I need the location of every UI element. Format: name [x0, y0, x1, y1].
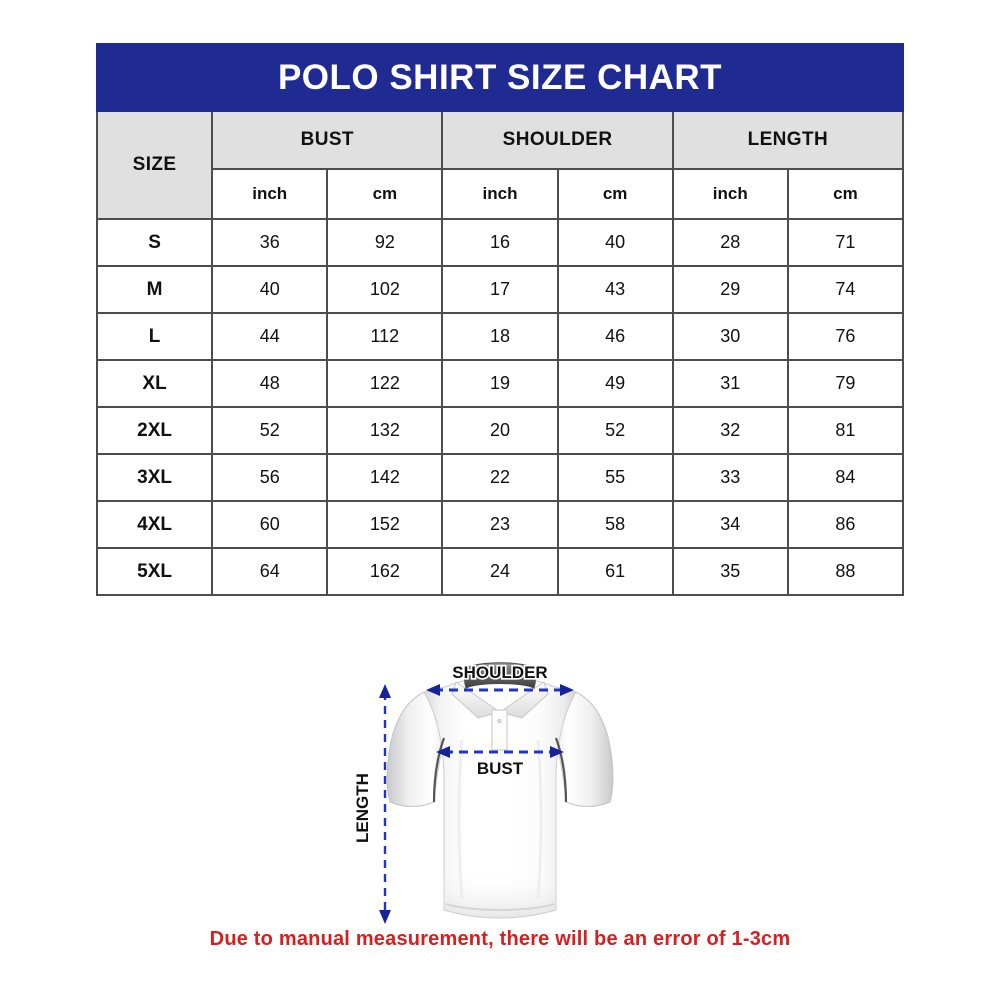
- cell-shoulder-inch: 17: [441, 265, 559, 314]
- row-size-label: L: [95, 312, 214, 361]
- table-row: XL 48 122 19 49 31 79: [95, 359, 905, 408]
- measurement-diagram: SHOULDER BUST LENGTH: [0, 620, 1000, 930]
- cell-shoulder-cm: 52: [556, 406, 674, 455]
- shirt-hem-shading: [444, 870, 556, 918]
- shirt-hem-line: [445, 903, 555, 911]
- cell-length-inch: 29: [671, 265, 789, 314]
- table-row: 4XL 60 152 23 58 34 86: [95, 500, 905, 549]
- table-row: 2XL 52 132 20 52 32 81: [95, 406, 905, 455]
- row-size-label: 3XL: [95, 453, 214, 502]
- cell-length-inch: 34: [671, 500, 789, 549]
- unit-length-inch: inch: [671, 168, 789, 220]
- table-title-row: POLO SHIRT SIZE CHART: [96, 43, 904, 112]
- cell-length-inch: 31: [671, 359, 789, 408]
- table-row: 3XL 56 142 22 55 33 84: [95, 453, 905, 502]
- cell-shoulder-cm: 55: [556, 453, 674, 502]
- cell-bust-inch: 52: [211, 406, 329, 455]
- shirt-right-armhole-seam: [554, 737, 568, 803]
- column-header-shoulder: SHOULDER: [441, 110, 674, 170]
- cell-bust-cm: 122: [326, 359, 444, 408]
- cell-length-cm: 84: [786, 453, 905, 502]
- shirt-fold-right: [536, 739, 543, 899]
- bust-label: BUST: [477, 759, 524, 778]
- length-label: LENGTH: [353, 773, 372, 843]
- table-row: L 44 112 18 46 30 76: [95, 312, 905, 361]
- cell-length-inch: 32: [671, 406, 789, 455]
- cell-shoulder-cm: 49: [556, 359, 674, 408]
- row-size-label: M: [95, 265, 214, 314]
- measurement-disclaimer: Due to manual measurement, there will be…: [209, 928, 791, 950]
- cell-bust-inch: 40: [211, 265, 329, 314]
- row-size-label: XL: [95, 359, 214, 408]
- cell-length-cm: 71: [786, 218, 905, 267]
- shirt-right-sleeve: [551, 691, 614, 807]
- row-size-label: 4XL: [95, 500, 214, 549]
- shirt-collar-band: [464, 662, 536, 689]
- cell-length-inch: 28: [671, 218, 789, 267]
- column-header-length: LENGTH: [671, 110, 905, 170]
- cell-shoulder-inch: 22: [441, 453, 559, 502]
- cell-length-cm: 88: [786, 547, 905, 596]
- cell-bust-cm: 142: [326, 453, 444, 502]
- cell-shoulder-cm: 43: [556, 265, 674, 314]
- cell-length-cm: 79: [786, 359, 905, 408]
- cell-shoulder-cm: 40: [556, 218, 674, 267]
- unit-bust-inch: inch: [211, 168, 329, 220]
- shirt-fold-left: [457, 739, 464, 899]
- cell-bust-cm: 162: [326, 547, 444, 596]
- cell-bust-inch: 48: [211, 359, 329, 408]
- bust-measure-arrow: [436, 746, 564, 758]
- cell-length-inch: 33: [671, 453, 789, 502]
- cell-shoulder-inch: 24: [441, 547, 559, 596]
- row-size-label: 2XL: [95, 406, 214, 455]
- cell-shoulder-inch: 16: [441, 218, 559, 267]
- cell-bust-inch: 60: [211, 500, 329, 549]
- cell-length-cm: 76: [786, 312, 905, 361]
- unit-shoulder-inch: inch: [441, 168, 559, 220]
- cell-length-cm: 86: [786, 500, 905, 549]
- length-measure-arrow: [379, 684, 391, 924]
- cell-bust-cm: 112: [326, 312, 444, 361]
- shirt-left-sleeve: [386, 691, 449, 807]
- cell-bust-cm: 102: [326, 265, 444, 314]
- shoulder-measure-arrow: [426, 684, 574, 696]
- shirt-left-armhole-seam: [432, 737, 446, 803]
- cell-length-cm: 81: [786, 406, 905, 455]
- cell-bust-cm: 92: [326, 218, 444, 267]
- unit-bust-cm: cm: [326, 168, 444, 220]
- table-unit-header-row: inch cm inch cm inch cm: [97, 168, 905, 220]
- table-row: M 40 102 17 43 29 74: [95, 265, 905, 314]
- cell-shoulder-inch: 18: [441, 312, 559, 361]
- table-row: S 36 92 16 40 28 71: [95, 218, 905, 267]
- shirt-placket: [491, 709, 508, 751]
- cell-shoulder-inch: 23: [441, 500, 559, 549]
- cell-bust-cm: 132: [326, 406, 444, 455]
- unit-length-cm: cm: [786, 168, 905, 220]
- cell-bust-inch: 56: [211, 453, 329, 502]
- shoulder-label: SHOULDER: [452, 663, 547, 682]
- column-header-bust: BUST: [211, 110, 444, 170]
- column-header-size: SIZE: [95, 110, 214, 220]
- unit-shoulder-cm: cm: [556, 168, 674, 220]
- cell-length-inch: 30: [671, 312, 789, 361]
- row-size-label: 5XL: [95, 547, 214, 596]
- shirt-button: [497, 718, 502, 724]
- cell-bust-cm: 152: [326, 500, 444, 549]
- cell-shoulder-inch: 20: [441, 406, 559, 455]
- cell-shoulder-cm: 58: [556, 500, 674, 549]
- size-chart-table: POLO SHIRT SIZE CHART SIZE BUST SHOULDER…: [95, 43, 905, 596]
- cell-shoulder-inch: 19: [441, 359, 559, 408]
- table-group-header-row: SIZE BUST SHOULDER LENGTH: [95, 110, 905, 220]
- cell-length-cm: 74: [786, 265, 905, 314]
- row-size-label: S: [95, 218, 214, 267]
- cell-bust-inch: 44: [211, 312, 329, 361]
- cell-shoulder-cm: 46: [556, 312, 674, 361]
- cell-bust-inch: 64: [211, 547, 329, 596]
- cell-shoulder-cm: 61: [556, 547, 674, 596]
- chart-title: POLO SHIRT SIZE CHART: [96, 43, 904, 112]
- cell-length-inch: 35: [671, 547, 789, 596]
- table-row: 5XL 64 162 24 61 35 88: [95, 547, 905, 596]
- cell-bust-inch: 36: [211, 218, 329, 267]
